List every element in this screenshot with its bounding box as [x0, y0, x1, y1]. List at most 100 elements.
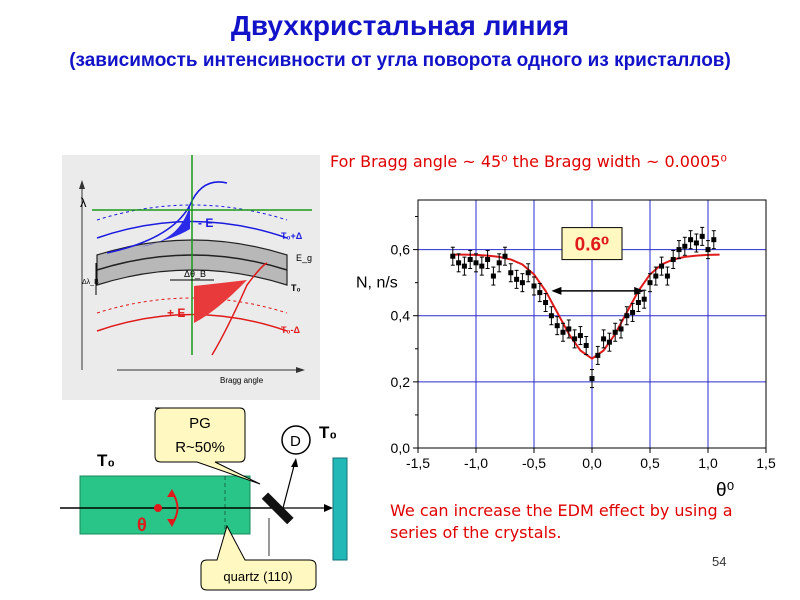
data-point [705, 247, 711, 253]
blue-curve [106, 181, 228, 254]
t0-label: T₀ [291, 283, 301, 293]
edm-note: We can increase the EDM effect by using … [390, 501, 733, 542]
data-point [543, 300, 549, 306]
data-point [572, 336, 578, 342]
data-point [699, 233, 705, 239]
quartz-label: quartz (110) [223, 569, 292, 584]
bragg-angle-label: Bragg angle [220, 376, 264, 385]
page-number: 54 [712, 554, 727, 569]
data-point [456, 260, 462, 266]
t0-right-label: T₀ [319, 423, 337, 442]
t0-left-label: T₀ [97, 451, 115, 470]
quartz-callout [200, 524, 317, 591]
red-curve [211, 262, 268, 356]
detector-label: D [290, 433, 301, 450]
pg-mirror [261, 492, 294, 525]
blue-shaded-region [140, 205, 190, 247]
setup-diagram: θ D T₀ T₀ PG R~50% quartz (110) [60, 407, 348, 591]
x-tick-label: -1,5 [406, 455, 430, 471]
lambda-label: λ [80, 195, 87, 210]
reflected-beam [282, 461, 296, 509]
x-tick-label: 1,0 [698, 455, 718, 471]
crystal-block [79, 475, 251, 535]
data-point [485, 257, 491, 263]
data-point [514, 276, 520, 282]
angle-axis-arrow [296, 367, 305, 373]
data-point [630, 309, 636, 315]
x-tick-label: 0,5 [640, 455, 660, 471]
data-point [479, 263, 485, 269]
data-point [664, 273, 670, 279]
fwhm-arrow-head-right [634, 286, 645, 295]
data-point [688, 237, 694, 243]
y-ticks: 0,0 0,2 0,4 0,6 [391, 216, 418, 456]
data-point [682, 243, 688, 249]
data-point [641, 296, 647, 302]
minus-e-label: - E [198, 216, 213, 230]
data-point [601, 336, 607, 342]
data-point [653, 273, 659, 279]
y-tick-label: 0,0 [391, 440, 411, 456]
data-point [670, 257, 676, 263]
data-point [647, 280, 653, 286]
data-point [589, 376, 595, 382]
rotation-arrow-head-bottom [167, 519, 176, 527]
transmitted-beam-arrow [324, 504, 333, 512]
data-point [525, 270, 531, 276]
fwhm-arrow-head-left [551, 286, 562, 295]
data-point [467, 257, 473, 263]
rotation-arrow-head-top [167, 489, 176, 497]
x-axis-label: θ⁰ [716, 480, 734, 500]
y-axis-label: N, n/s [356, 275, 398, 292]
x-tick-label: -1,0 [464, 455, 488, 471]
y-tick-label: 0,2 [391, 374, 411, 390]
band-diagram: λ Bragg angle Δθ_B Δλ_B - E + E T₀+Δ E_g… [62, 155, 320, 400]
data-point [612, 329, 618, 335]
data-point [502, 253, 508, 259]
bragg-width-note: For Bragg angle ~ 45⁰ the Bragg width ~ … [330, 152, 727, 171]
x-tick-label: 0,0 [582, 455, 602, 471]
data-point [618, 326, 624, 332]
data-point [566, 326, 572, 332]
plus-e-label: + E [167, 306, 185, 320]
y-tick-label: 0,4 [391, 308, 411, 324]
data-point [676, 247, 682, 253]
data-point [537, 290, 543, 296]
eg-label: E_g [296, 253, 312, 263]
reflected-beam-arrow [291, 458, 298, 467]
t0-plus-label: T₀+Δ [281, 231, 303, 241]
data-point [554, 323, 560, 329]
data-point [519, 280, 525, 286]
rotation-center [154, 504, 162, 512]
data-point [450, 253, 456, 259]
data-point [548, 313, 554, 319]
pg-callout [154, 407, 261, 485]
data-point [473, 260, 479, 266]
data-point [508, 270, 514, 276]
pg-reflectivity-label: R~50% [175, 439, 225, 456]
data-point [595, 352, 601, 358]
slide-subtitle: (зависимость интенсивности от угла повор… [69, 50, 731, 71]
teal-crystal [332, 457, 348, 561]
red-shaded-region [194, 280, 247, 323]
y-tick-label: 0,6 [391, 242, 411, 258]
slide-title: Двухкристальная линия [230, 10, 570, 41]
data-point [711, 237, 717, 243]
data-point [461, 263, 467, 269]
data-point [693, 240, 699, 246]
data-points [450, 226, 717, 389]
data-point [560, 329, 566, 335]
delta-theta-label: Δθ_B [184, 269, 206, 279]
x-tick-label: 1,5 [756, 455, 776, 471]
pg-label: PG [189, 415, 211, 432]
t0-minus-label: T₀-Δ [281, 325, 301, 335]
data-point [606, 339, 612, 345]
data-point [659, 263, 665, 269]
theta-label: θ [137, 515, 147, 535]
data-point [490, 273, 496, 279]
x-tick-label: -0,5 [522, 455, 546, 471]
data-point [624, 313, 630, 319]
x-ticks: -1,5 -1,0 -0,5 0,0 0,5 1,0 1,5 [406, 448, 776, 471]
data-point [583, 342, 589, 348]
data-point [496, 260, 502, 266]
